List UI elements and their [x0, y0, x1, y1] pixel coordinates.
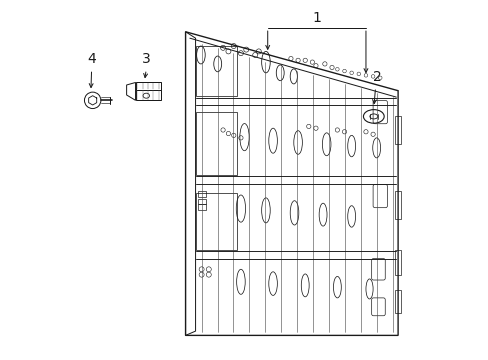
Bar [195, 112, 236, 175]
Bar [394, 191, 400, 219]
Text: 1: 1 [312, 11, 321, 25]
Bar [198, 192, 205, 197]
Bar [394, 116, 400, 144]
Bar [394, 249, 400, 275]
Text: 2: 2 [372, 70, 381, 84]
Text: 3: 3 [142, 53, 150, 66]
Bar [195, 46, 236, 96]
Bar [198, 199, 205, 204]
Bar [394, 290, 400, 313]
Bar [198, 204, 205, 210]
Text: 4: 4 [87, 53, 96, 66]
Bar [195, 193, 236, 249]
